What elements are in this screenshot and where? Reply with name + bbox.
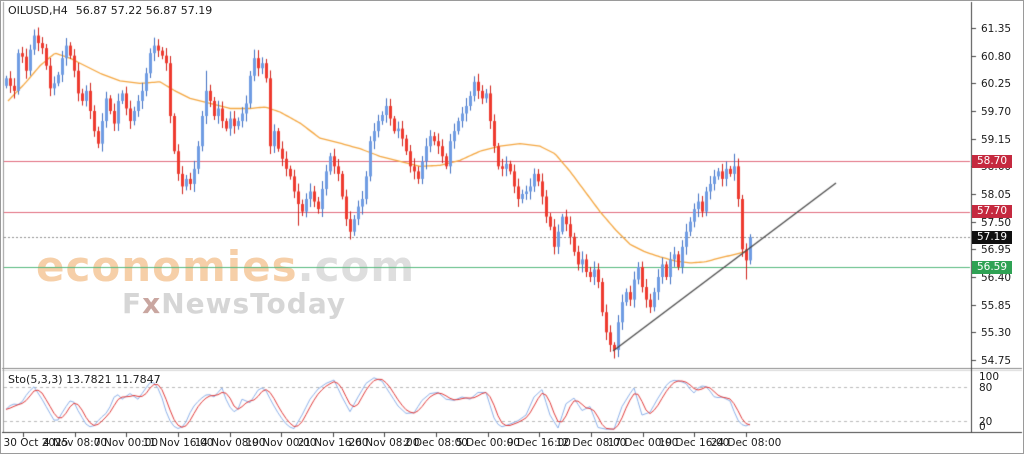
y-axis-label: 55.30: [981, 326, 1012, 339]
sto-scale-label: 100: [979, 370, 1000, 383]
ohlc-values: 56.87 57.22 56.87 57.19: [75, 4, 213, 17]
x-axis-label: 14 Nov 08:00: [194, 437, 266, 449]
resistance-price-badge-1: 58.70: [972, 155, 1012, 168]
x-axis-label: 19 Nov 00:00: [245, 437, 317, 449]
indicator-name: Sto(5,3,3): [8, 373, 63, 386]
x-axis-label: 12 Dec 08:00: [555, 437, 627, 449]
support-price-badge: 56.59: [972, 261, 1012, 274]
symbol-title: OILUSD,H4 56.87 57.22 56.87 57.19: [8, 4, 212, 17]
x-axis-label: 7 Nov 00:00: [93, 437, 159, 449]
y-axis-label: 58.05: [981, 188, 1012, 201]
x-axis-label: 9 Dec 16:00: [507, 437, 571, 449]
y-axis-label: 55.85: [981, 299, 1012, 312]
sto-scale-label: 80: [979, 381, 993, 394]
x-axis-label: 5 Dec 00:00: [456, 437, 520, 449]
y-axis-label: 61.35: [981, 22, 1012, 35]
x-axis-label: 19 Dec 16:00: [658, 437, 730, 449]
y-axis-label: 57.50: [981, 216, 1012, 229]
sto-scale-label: 20: [979, 415, 993, 428]
sto-scale-label: 0: [979, 421, 986, 433]
resistance-price-badge-2: 57.70: [972, 205, 1012, 218]
x-axis-label: 17 Dec 00:00: [607, 437, 679, 449]
symbol-name: OILUSD,H4: [8, 4, 68, 17]
indicator-label: Sto(5,3,3) 13.7821 11.7847: [8, 373, 161, 386]
x-axis-label: 26 Nov 08:00: [348, 437, 420, 449]
y-axis-label: 59.70: [981, 105, 1012, 118]
x-axis-label: 11 Nov 16:00: [142, 437, 214, 449]
y-axis-label: 60.80: [981, 50, 1012, 63]
x-axis-label: 21 Nov 16:00: [297, 437, 369, 449]
x-axis-label: 24 Dec 08:00: [710, 437, 782, 449]
y-axis-label: 60.25: [981, 77, 1012, 90]
y-axis-label: 59.15: [981, 133, 1012, 146]
y-axis-label: 54.75: [981, 354, 1012, 367]
x-axis-label: 4 Nov 08:00: [42, 437, 108, 449]
y-axis-label: 56.40: [981, 271, 1012, 284]
bid-price-badge: 57.19: [972, 231, 1012, 244]
indicator-values: 13.7821 11.7847: [66, 373, 161, 386]
x-axis-label: 2 Dec 08:00: [404, 437, 468, 449]
y-axis-label: 56.95: [981, 243, 1012, 256]
x-axis-label: 30 Oct 2025: [3, 437, 69, 449]
